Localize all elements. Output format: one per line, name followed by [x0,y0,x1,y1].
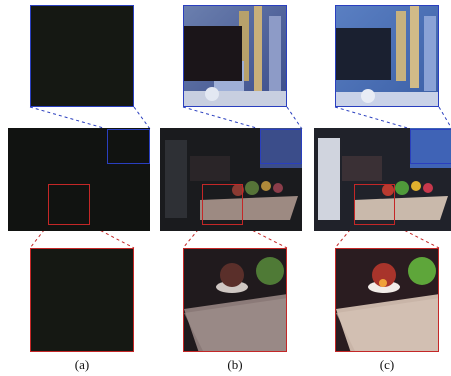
zoom-bottom-a [30,248,134,352]
caption-a: (a) [74,357,90,372]
zoom-bottom-c [335,248,439,352]
zoom-box-red-a [48,184,90,225]
scene-c [314,128,451,231]
zoom-box-blue-c [410,129,451,164]
scene-b [160,128,302,231]
caption-b: (b) [227,357,243,372]
zoom-box-blue-b [260,129,302,164]
zoom-top-b [183,5,287,107]
zoom-top-c [335,5,439,107]
zoom-bottom-b [183,248,287,352]
scene-a [8,128,150,231]
zoom-top-a [30,5,134,107]
zoom-box-red-b [202,184,243,225]
zoom-box-blue-a [107,129,150,164]
zoom-box-red-c [354,184,395,225]
caption-c: (c) [379,357,395,372]
